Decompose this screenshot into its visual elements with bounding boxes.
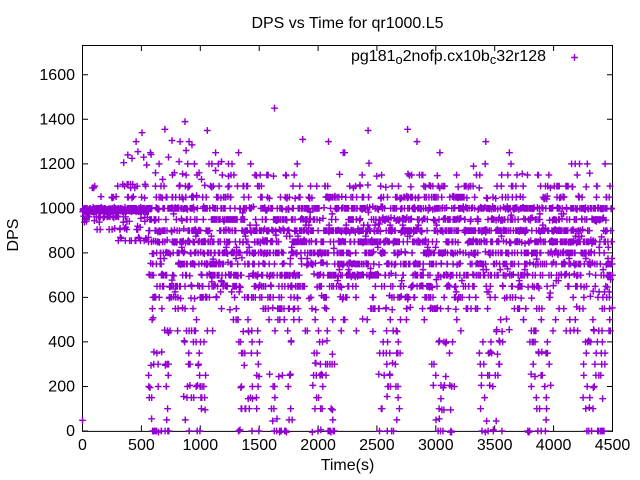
svg-text:1000: 1000 bbox=[39, 201, 75, 218]
svg-text:Time(s): Time(s) bbox=[321, 457, 375, 474]
svg-text:0: 0 bbox=[66, 423, 75, 440]
svg-text:4500: 4500 bbox=[595, 437, 631, 454]
svg-text:600: 600 bbox=[48, 290, 75, 307]
svg-text:2500: 2500 bbox=[359, 437, 395, 454]
svg-text:4000: 4000 bbox=[536, 437, 572, 454]
svg-text:1400: 1400 bbox=[39, 112, 75, 129]
svg-text:2000: 2000 bbox=[300, 437, 336, 454]
svg-text:0: 0 bbox=[78, 437, 87, 454]
svg-text:3500: 3500 bbox=[477, 437, 513, 454]
svg-text:400: 400 bbox=[48, 334, 75, 351]
svg-text:pg181o2nofp.cx10bc32r128: pg181o2nofp.cx10bc32r128 bbox=[351, 48, 546, 67]
svg-text:1500: 1500 bbox=[241, 437, 277, 454]
svg-text:500: 500 bbox=[128, 437, 155, 454]
svg-text:3000: 3000 bbox=[418, 437, 454, 454]
svg-text:DPS vs Time for qr1000.L5: DPS vs Time for qr1000.L5 bbox=[251, 15, 443, 32]
svg-text:200: 200 bbox=[48, 379, 75, 396]
svg-text:DPS: DPS bbox=[5, 219, 22, 252]
svg-text:1600: 1600 bbox=[39, 67, 75, 84]
svg-text:1000: 1000 bbox=[183, 437, 219, 454]
svg-text:1200: 1200 bbox=[39, 156, 75, 173]
svg-text:800: 800 bbox=[48, 245, 75, 262]
